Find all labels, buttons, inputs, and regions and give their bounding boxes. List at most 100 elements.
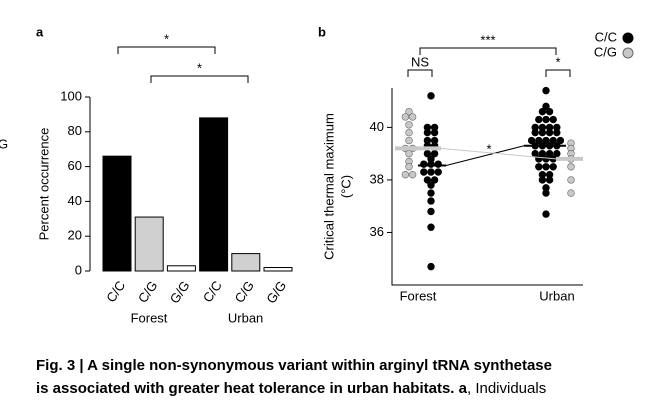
dot — [542, 189, 550, 197]
fragment-text: G — [0, 136, 8, 151]
caption-line: Fig. 3 | A single non-synonymous variant… — [36, 357, 552, 374]
dot — [545, 128, 554, 137]
dot — [538, 128, 547, 137]
bracket — [407, 69, 433, 77]
bar — [231, 253, 261, 272]
dot — [405, 121, 413, 129]
annotation: * — [486, 141, 491, 156]
dot — [538, 176, 547, 184]
caption-title: is associated with greater heat toleranc… — [36, 380, 454, 397]
dot — [535, 136, 543, 145]
dot — [401, 170, 410, 179]
dot — [527, 136, 536, 145]
dot — [408, 170, 417, 179]
dot — [430, 128, 439, 137]
axes — [391, 88, 583, 286]
dot — [420, 168, 428, 176]
dot — [434, 160, 442, 168]
dot — [427, 207, 435, 216]
x-tick-label: C/G — [232, 278, 258, 306]
dot — [434, 168, 442, 176]
bar — [166, 265, 196, 272]
dot — [545, 107, 554, 116]
x-tick-label: G/G — [167, 278, 193, 306]
bar — [102, 155, 132, 272]
dot — [545, 149, 554, 158]
dot — [538, 149, 547, 158]
dot — [405, 107, 413, 116]
annotation: NS — [411, 54, 429, 69]
dot — [427, 168, 435, 176]
caption-line: is associated with greater heat toleranc… — [36, 380, 546, 397]
caption-text: , Individuals — [467, 380, 546, 397]
dot — [549, 163, 557, 171]
connector — [445, 145, 525, 166]
dot — [542, 102, 550, 111]
bar — [199, 117, 229, 272]
annotation: * — [197, 60, 202, 75]
legend-label: C/C — [595, 29, 617, 44]
annotation: * — [555, 54, 560, 69]
dot — [531, 128, 539, 137]
bar — [134, 216, 164, 272]
y-tick-label: 60 — [68, 158, 82, 173]
dot — [542, 136, 550, 145]
dot — [535, 163, 543, 171]
dot — [405, 163, 413, 171]
dot — [423, 128, 432, 137]
y-tick-label: 0 — [75, 262, 82, 277]
annotation: *** — [480, 32, 495, 47]
dot — [549, 136, 557, 145]
dot — [423, 176, 432, 184]
dot — [405, 128, 413, 137]
dot — [427, 197, 435, 205]
connector — [440, 147, 557, 160]
x-tick-label: C/G — [135, 278, 161, 306]
x-tick-label: G/G — [263, 278, 289, 306]
dot — [549, 115, 557, 124]
dot — [427, 160, 435, 168]
y-tick-label: 40 — [68, 193, 82, 208]
group-label: Forest — [131, 310, 168, 325]
group-label: Urban — [228, 310, 263, 325]
bracket — [419, 47, 557, 55]
dot — [405, 136, 413, 145]
dot — [542, 86, 550, 95]
annotation: * — [164, 31, 169, 46]
legend-label: C/G — [594, 44, 617, 59]
y-axis-label: Percent occurrence — [36, 128, 51, 241]
dot — [542, 115, 550, 124]
dot — [427, 223, 435, 231]
dot — [553, 128, 561, 137]
y-axis-label: (°C) — [338, 175, 353, 198]
dot — [542, 155, 550, 163]
dot — [420, 160, 428, 168]
bracket — [545, 69, 571, 77]
panel-label: b — [318, 24, 326, 39]
x-tick-label: Forest — [400, 288, 437, 303]
bracket — [150, 75, 249, 83]
bracket — [117, 46, 216, 54]
legend-swatch — [622, 47, 634, 59]
x-tick-label: Urban — [539, 288, 574, 303]
y-tick-label: 100 — [60, 88, 82, 103]
dot — [542, 210, 550, 218]
legend-swatch — [622, 32, 634, 44]
dot — [430, 176, 439, 184]
dot — [545, 176, 554, 184]
y-tick-label: 36 — [370, 224, 384, 239]
dot — [408, 113, 417, 121]
dot — [538, 107, 547, 116]
y-tick-label: 38 — [370, 171, 384, 186]
bar — [263, 267, 293, 272]
dot — [427, 181, 435, 189]
panel-label: a — [36, 24, 44, 39]
x-tick-label: C/C — [200, 278, 225, 305]
caption-title: A single non-synonymous variant within a… — [87, 357, 552, 374]
dot — [535, 115, 543, 124]
y-axis-label: Critical thermal maximum — [321, 113, 336, 260]
dot — [542, 163, 550, 171]
dot — [567, 163, 575, 171]
dot — [405, 149, 413, 158]
